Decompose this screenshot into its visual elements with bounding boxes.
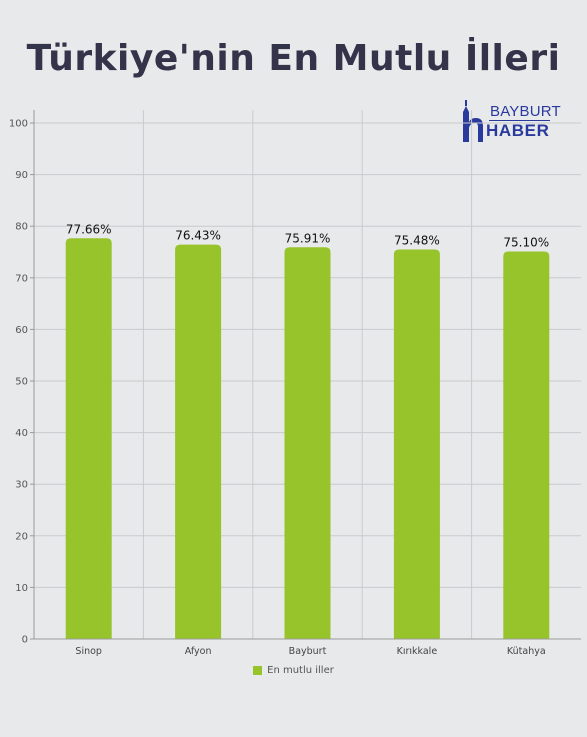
data-label: 77.66%: [66, 222, 112, 236]
bayburt-haber-logo[interactable]: BAYBURT HABER: [462, 100, 562, 146]
logo-text-bottom: HABER: [486, 121, 550, 140]
y-tick-label: 10: [15, 583, 28, 594]
data-label: 75.91%: [285, 231, 331, 245]
labels-layer: 77.66% 76.43% 75.91% 75.48% 75.10%: [66, 222, 549, 249]
x-tick-label: Sinop: [75, 646, 102, 657]
x-tick-label: Kütahya: [507, 646, 546, 657]
logo-divider: [489, 120, 550, 121]
y-tick-label: 50: [15, 377, 28, 388]
logo-text-top: BAYBURT: [490, 103, 561, 120]
y-tick-label: 30: [15, 480, 28, 491]
y-tick-label: 0: [22, 635, 28, 646]
bar-kırıkkale[interactable]: [393, 249, 440, 639]
x-tick-label: Afyon: [185, 646, 212, 657]
x-tick-label: Bayburt: [289, 646, 327, 657]
y-tick-label: 40: [15, 428, 28, 439]
bar-kütahya[interactable]: [503, 251, 550, 639]
data-label: 75.48%: [394, 234, 440, 248]
axes-layer: 0 10 20 30 40 50 60 70 80 90 100 Sinop Afyon Bayburt K…: [9, 110, 581, 657]
bars-layer: [65, 238, 550, 640]
y-tick-label: 70: [15, 273, 28, 284]
y-tick-label: 80: [15, 222, 28, 233]
y-tick-label: 20: [15, 531, 28, 542]
data-label: 75.10%: [503, 235, 549, 249]
legend-swatch: [253, 666, 263, 675]
data-label: 76.43%: [175, 229, 221, 243]
chart-title: Türkiye'nin En Mutlu İlleri: [26, 38, 561, 79]
bar-bayburt[interactable]: [284, 247, 331, 640]
minaret-h-icon: [463, 100, 483, 142]
y-tick-label: 60: [15, 325, 28, 336]
legend[interactable]: En mutlu iller: [0, 665, 587, 676]
x-tick-label: Kırıkkale: [397, 646, 438, 657]
bar-afyon[interactable]: [175, 244, 222, 639]
bar-sinop[interactable]: [65, 238, 112, 639]
y-tick-label: 90: [15, 170, 28, 181]
y-tick-label: 100: [9, 119, 28, 130]
legend-label: En mutlu iller: [267, 665, 334, 676]
